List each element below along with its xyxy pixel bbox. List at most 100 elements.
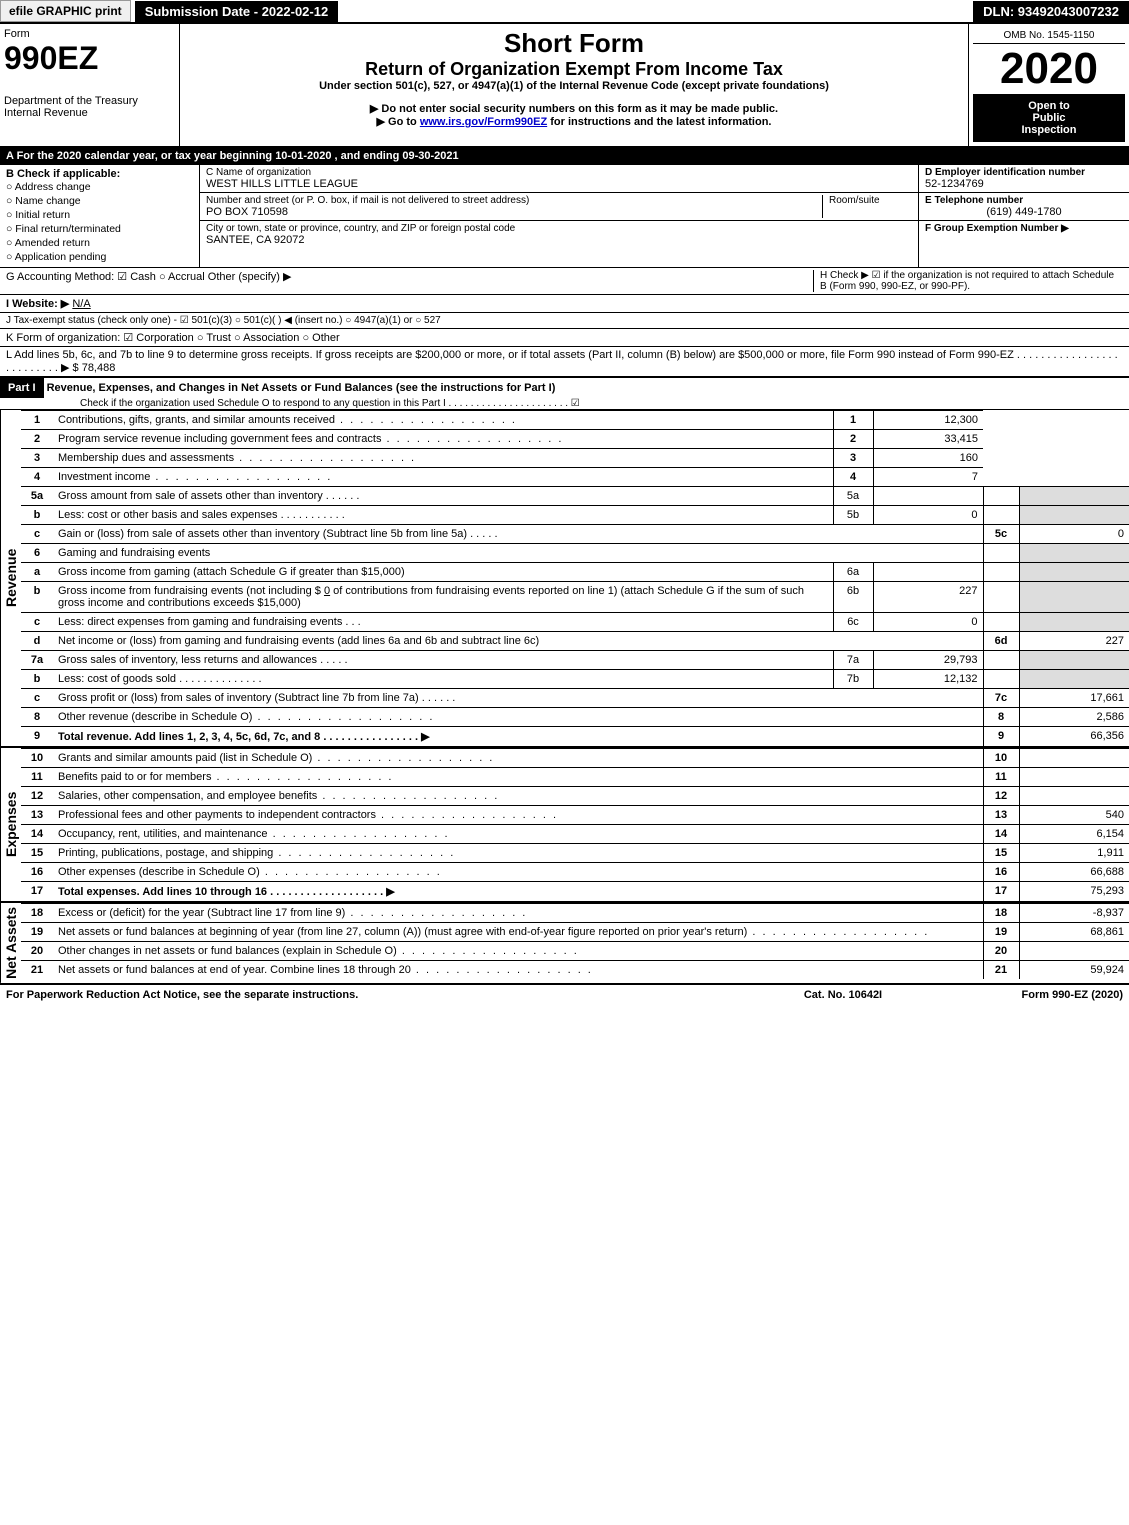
chk-initial-return[interactable]: Initial return: [6, 208, 193, 222]
chk-name-change[interactable]: Name change: [6, 194, 193, 208]
l19-box: 19: [983, 923, 1019, 942]
l20-box: 20: [983, 942, 1019, 961]
chk-final-return[interactable]: Final return/terminated: [6, 222, 193, 236]
l7b-shade: [983, 670, 1019, 689]
l7a-shade: [983, 651, 1019, 670]
l18-amt: -8,937: [1019, 904, 1129, 923]
l7a-text: Gross sales of inventory, less returns a…: [53, 651, 833, 670]
l6-amt-shade: [1019, 544, 1129, 563]
l7a-label: Gross sales of inventory, less returns a…: [58, 654, 317, 666]
l16-num: 16: [21, 863, 53, 882]
form-number: 990EZ: [4, 40, 175, 77]
l17-label: Total expenses. Add lines 10 through 16 …: [58, 886, 395, 898]
l14-num: 14: [21, 825, 53, 844]
box-f-label: F Group Exemption Number ▶: [925, 223, 1123, 234]
note-goto-post: for instructions and the latest informat…: [550, 116, 771, 128]
box-d-label: D Employer identification number: [925, 167, 1123, 178]
line-i-label: I Website: ▶: [6, 298, 69, 310]
footer-left: For Paperwork Reduction Act Notice, see …: [6, 989, 743, 1001]
l20-amt: [1019, 942, 1129, 961]
l14-box: 14: [983, 825, 1019, 844]
l2-num: 2: [21, 430, 53, 449]
l4-amt: 7: [873, 468, 983, 487]
open-line3: Inspection: [975, 124, 1123, 136]
l4-text: Investment income: [53, 468, 833, 487]
l7c-label: Gross profit or (loss) from sales of inv…: [58, 692, 419, 704]
l21-text: Net assets or fund balances at end of ye…: [53, 961, 983, 980]
dept-treasury: Department of the Treasury: [4, 95, 175, 107]
l1-num: 1: [21, 411, 53, 430]
l18-num: 18: [21, 904, 53, 923]
l7a-sv: 29,793: [873, 651, 983, 670]
line-h: H Check ▶ ☑ if the organization is not r…: [813, 270, 1123, 292]
omb-number: OMB No. 1545-1150: [973, 28, 1125, 44]
l6c-shade: [983, 613, 1019, 632]
city-label: City or town, state or province, country…: [206, 223, 912, 234]
l7a-num: 7a: [21, 651, 53, 670]
l7b-amt-shade: [1019, 670, 1129, 689]
irs-link[interactable]: www.irs.gov/Form990EZ: [420, 116, 547, 128]
l19-amt: 68,861: [1019, 923, 1129, 942]
l15-num: 15: [21, 844, 53, 863]
efile-print-button[interactable]: efile GRAPHIC print: [0, 0, 131, 22]
box-c: C Name of organization WEST HILLS LITTLE…: [200, 165, 919, 267]
l16-box: 16: [983, 863, 1019, 882]
box-b: B Check if applicable: Address change Na…: [0, 165, 200, 267]
subtitle: Under section 501(c), 527, or 4947(a)(1)…: [184, 80, 964, 92]
l20-text: Other changes in net assets or fund bala…: [53, 942, 983, 961]
l10-amt: [1019, 749, 1129, 768]
addr-label: Number and street (or P. O. box, if mail…: [206, 195, 822, 206]
l13-text: Professional fees and other payments to …: [53, 806, 983, 825]
l5a-amt-shade: [1019, 487, 1129, 506]
side-netassets: Net Assets: [0, 903, 21, 983]
l5b-amt-shade: [1019, 506, 1129, 525]
l15-box: 15: [983, 844, 1019, 863]
l6d-box: 6d: [983, 632, 1019, 651]
l1-box: 1: [833, 411, 873, 430]
l6-text: Gaming and fundraising events: [53, 544, 983, 563]
org-name: WEST HILLS LITTLE LEAGUE: [206, 178, 912, 190]
l10-box: 10: [983, 749, 1019, 768]
l8-text: Other revenue (describe in Schedule O): [53, 708, 983, 727]
l6d-amt: 227: [1019, 632, 1129, 651]
l6b-sb: 6b: [833, 582, 873, 613]
footer-mid: Cat. No. 10642I: [743, 989, 943, 1001]
chk-amended-return[interactable]: Amended return: [6, 236, 193, 250]
l5b-shade: [983, 506, 1019, 525]
line-g-h: G Accounting Method: ☑ Cash ○ Accrual Ot…: [0, 268, 1129, 295]
l12-box: 12: [983, 787, 1019, 806]
line-a-period: A For the 2020 calendar year, or tax yea…: [0, 148, 1129, 165]
note-goto-pre: ▶ Go to: [377, 116, 420, 128]
l5a-shade: [983, 487, 1019, 506]
l3-box: 3: [833, 449, 873, 468]
netassets-section: Net Assets 18Excess or (deficit) for the…: [0, 901, 1129, 983]
l2-box: 2: [833, 430, 873, 449]
l20-num: 20: [21, 942, 53, 961]
l7c-num: c: [21, 689, 53, 708]
chk-address-change[interactable]: Address change: [6, 180, 193, 194]
l6c-text: Less: direct expenses from gaming and fu…: [53, 613, 833, 632]
l6c-num: c: [21, 613, 53, 632]
l6b-num: b: [21, 582, 53, 613]
l17-num: 17: [21, 882, 53, 902]
l7c-text: Gross profit or (loss) from sales of inv…: [53, 689, 983, 708]
side-expenses: Expenses: [0, 748, 21, 901]
l19-num: 19: [21, 923, 53, 942]
l7b-text: Less: cost of goods sold . . . . . . . .…: [53, 670, 833, 689]
chk-application-pending[interactable]: Application pending: [6, 250, 193, 264]
l7a-amt-shade: [1019, 651, 1129, 670]
l10-text: Grants and similar amounts paid (list in…: [53, 749, 983, 768]
l6-shade: [983, 544, 1019, 563]
l6b-sv: 227: [873, 582, 983, 613]
l15-text: Printing, publications, postage, and shi…: [53, 844, 983, 863]
l5a-text: Gross amount from sale of assets other t…: [53, 487, 833, 506]
box-e-label: E Telephone number: [925, 195, 1123, 206]
form-meta-cell: OMB No. 1545-1150 2020 Open to Public In…: [969, 24, 1129, 146]
l21-num: 21: [21, 961, 53, 980]
l3-text: Membership dues and assessments: [53, 449, 833, 468]
open-to-public: Open to Public Inspection: [973, 94, 1125, 142]
l6b-label1: Gross income from fundraising events (no…: [58, 585, 324, 597]
l7c-box: 7c: [983, 689, 1019, 708]
l9-num: 9: [21, 727, 53, 747]
l8-box: 8: [983, 708, 1019, 727]
